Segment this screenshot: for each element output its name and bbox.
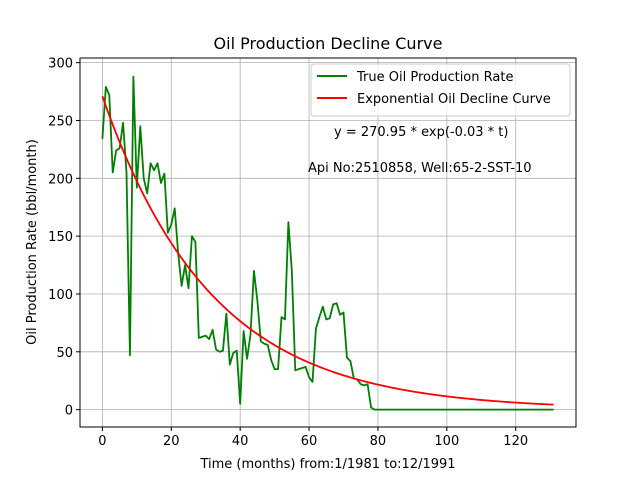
y-tick-label: 200 [48, 172, 73, 187]
series-exponential-decline-curve [101, 95, 554, 406]
legend-box [310, 63, 571, 117]
legend-label-decline-curve: Exponential Oil Decline Curve [357, 92, 551, 107]
y-tick-label: 150 [48, 230, 73, 245]
y-tick-label: 250 [48, 114, 73, 129]
grid-lines [80, 58, 576, 427]
x-tick-label: 120 [503, 434, 528, 449]
x-axis-title: Time (months) from:1/1981 to:12/1991 [199, 457, 455, 472]
x-tick-label: 40 [232, 434, 249, 449]
y-tick-label: 300 [48, 57, 73, 72]
y-tick-label: 0 [65, 404, 73, 419]
x-tick-label: 0 [98, 434, 106, 449]
x-tick-label: 100 [434, 434, 459, 449]
y-axis-title: Oil Production Rate (bbl/month) [25, 139, 40, 345]
plot-frame [79, 57, 577, 428]
series-lines [101, 75, 554, 411]
x-tick-label: 80 [370, 434, 387, 449]
chart-title: Oil Production Decline Curve [214, 34, 443, 53]
well-annotation: Api No:2510858, Well:65-2-SST-10 [308, 161, 531, 176]
y-tick-label: 50 [56, 346, 73, 361]
y-tick-label: 100 [48, 288, 73, 303]
x-tick-label: 60 [301, 434, 318, 449]
x-tick-label: 20 [163, 434, 180, 449]
legend-label-true-rate: True Oil Production Rate [356, 70, 513, 85]
series-true-oil-production-rate [101, 75, 554, 411]
axis-ticks: 0 20 40 60 80 100 120 0 50 100 150 200 250 300 [48, 57, 528, 449]
legend: True Oil Production Rate Exponential Oil… [310, 63, 571, 117]
equation-annotation: y = 270.95 * exp(-0.03 * t) [334, 125, 508, 140]
